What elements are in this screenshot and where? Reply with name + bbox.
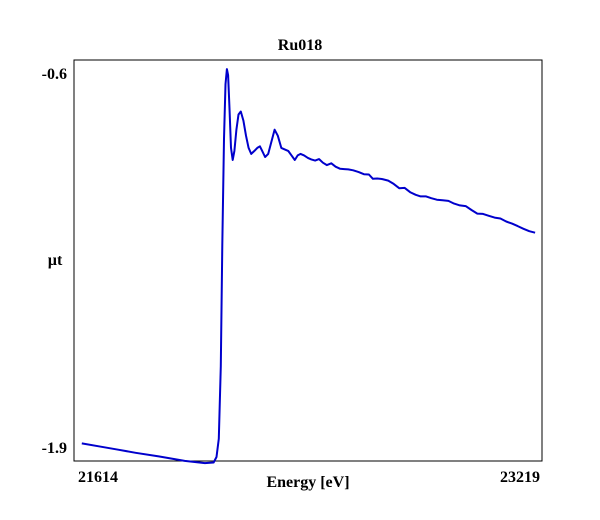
y-tick-label-bottom: -1.9 xyxy=(42,440,67,457)
y-axis-label: µt xyxy=(48,252,63,269)
x-axis-label: Energy [eV] xyxy=(266,474,349,491)
chart-title: Ru018 xyxy=(278,37,322,54)
plot-frame xyxy=(73,59,543,462)
x-tick-label-right: 23219 xyxy=(500,469,540,486)
x-tick-label-left: 21614 xyxy=(78,469,118,486)
series-layer xyxy=(81,68,536,465)
y-tick-label-top: -0.6 xyxy=(42,66,67,83)
series-line-0 xyxy=(81,68,536,465)
